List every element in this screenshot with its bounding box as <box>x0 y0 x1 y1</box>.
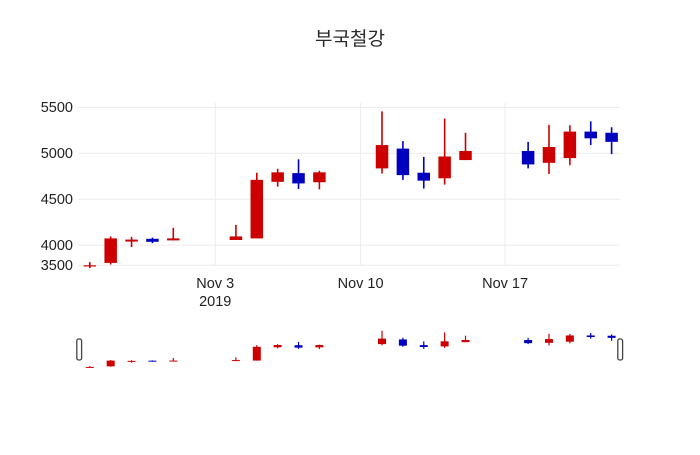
svg-text:4500: 4500 <box>41 192 73 208</box>
svg-text:5500: 5500 <box>41 100 73 116</box>
svg-text:2019: 2019 <box>199 294 231 310</box>
svg-text:Nov 17: Nov 17 <box>482 276 528 292</box>
svg-text:4000: 4000 <box>41 238 73 254</box>
svg-text:3500: 3500 <box>41 258 73 274</box>
svg-text:Nov 10: Nov 10 <box>338 276 384 292</box>
svg-text:5000: 5000 <box>41 146 73 162</box>
svg-text:Nov 3: Nov 3 <box>196 276 234 292</box>
